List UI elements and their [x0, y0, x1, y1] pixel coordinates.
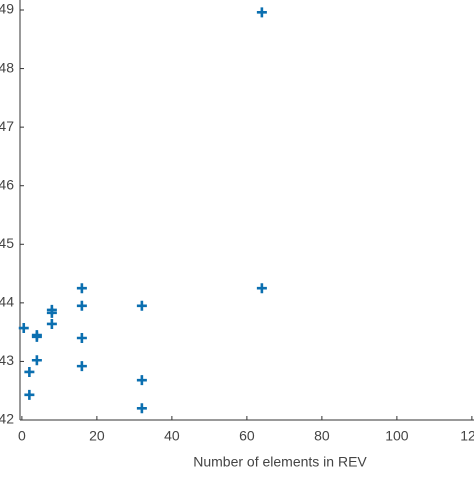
- y-tick-label: 47: [0, 118, 14, 134]
- marker: [76, 300, 87, 311]
- marker: [46, 307, 57, 318]
- x-tick-label: 60: [239, 428, 255, 444]
- x-tick-label: 40: [164, 428, 180, 444]
- marker: [76, 283, 87, 294]
- y-tick-label: 42: [0, 411, 14, 427]
- y-tick-label: 48: [0, 59, 14, 75]
- marker: [136, 300, 147, 311]
- y-tick-label: 43: [0, 352, 14, 368]
- marker: [136, 375, 147, 386]
- x-tick-label: 20: [89, 428, 105, 444]
- x-tick-label: 0: [18, 428, 26, 444]
- marker: [76, 361, 87, 372]
- marker: [18, 323, 29, 334]
- marker: [76, 333, 87, 343]
- marker: [31, 355, 42, 366]
- marker: [46, 318, 57, 329]
- marker: [256, 7, 267, 18]
- marker: [24, 366, 35, 377]
- x-tick-label: 80: [314, 428, 330, 444]
- x-tick-label: 100: [385, 428, 409, 444]
- y-tick-label: 49: [0, 1, 14, 17]
- marker: [31, 331, 42, 342]
- marker: [24, 389, 35, 400]
- y-tick-label: 45: [0, 235, 14, 251]
- x-tick-label: 120: [460, 428, 474, 444]
- marker: [136, 403, 147, 414]
- y-tick-label: 46: [0, 176, 14, 192]
- x-axis-label: Number of elements in REV: [193, 454, 367, 470]
- marker: [256, 283, 267, 294]
- y-tick-label: 44: [0, 294, 14, 310]
